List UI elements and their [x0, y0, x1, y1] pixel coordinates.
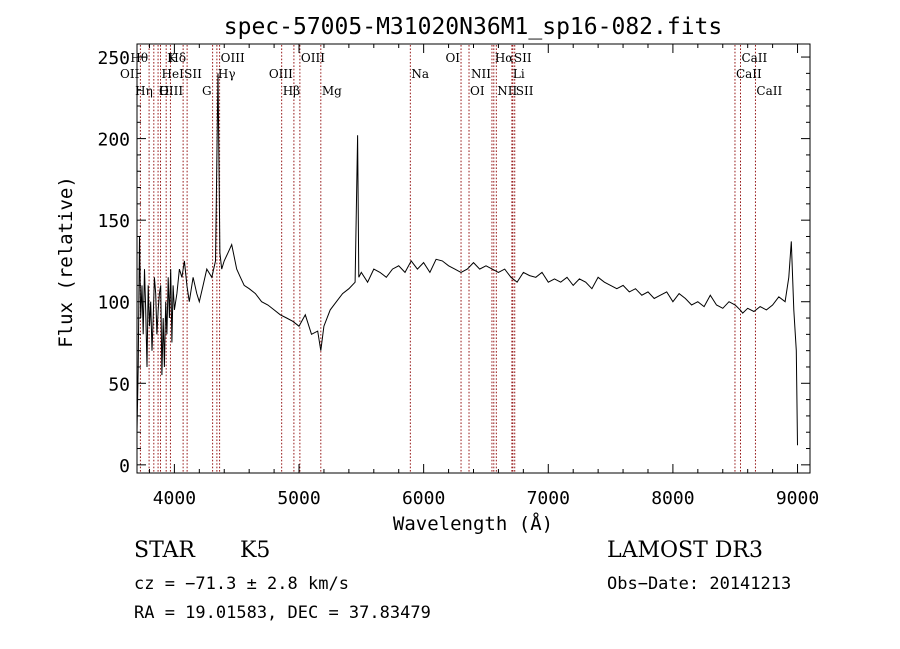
- y-tick-label: 100: [97, 293, 130, 314]
- chart-title: spec-57005-M31020N36M1_sp16-082.fits: [224, 14, 723, 40]
- x-tick-label: 9000: [776, 488, 819, 509]
- y-tick-label: 50: [108, 374, 130, 395]
- axis-tick-label-group: 4000 5000 6000 7000 8000 9000 0 50 100 150 200 250: [97, 48, 819, 509]
- line-marker-label: NII: [497, 84, 517, 98]
- line-marker-label: SII: [514, 51, 532, 65]
- y-tick-label: 250: [97, 48, 130, 69]
- x-tick-label: 7000: [527, 488, 570, 509]
- line-marker-group: [139, 45, 756, 472]
- x-tick-label: 5000: [277, 488, 320, 509]
- y-tick-label: 0: [119, 456, 130, 477]
- line-marker-label: OI: [445, 51, 460, 65]
- axis-tick-group: [137, 44, 810, 473]
- object-subclass: K5: [240, 538, 271, 563]
- redshift-readout: cz = −71.3 ± 2.8 km/s: [134, 574, 349, 594]
- line-marker-label: H: [159, 84, 169, 98]
- survey-name: LAMOST DR3: [607, 538, 763, 563]
- line-marker-label: Mg: [322, 84, 342, 98]
- line-marker-label: OI: [470, 84, 485, 98]
- object-class: STAR: [134, 538, 195, 563]
- line-marker-label: SII: [516, 84, 534, 98]
- line-marker-label: HeI: [162, 67, 185, 81]
- line-marker-label: CaII: [756, 84, 782, 98]
- coordinates-readout: RA = 19.01583, DEC = 37.83479: [134, 603, 431, 623]
- line-marker-label: OII: [120, 67, 140, 81]
- line-marker-label: Hη: [135, 84, 153, 98]
- line-marker-label: OIII: [221, 51, 245, 65]
- line-marker-label: NII: [471, 67, 491, 81]
- y-tick-label: 200: [97, 130, 130, 151]
- x-tick-label: 8000: [651, 488, 694, 509]
- spectrum-line: [136, 73, 798, 446]
- line-marker-label: SII: [184, 67, 202, 81]
- line-marker-label: Na: [411, 67, 429, 81]
- line-marker-label: Hδ: [168, 51, 186, 65]
- line-marker-label: CaII: [736, 67, 762, 81]
- line-marker-label: Hθ: [130, 51, 148, 65]
- y-axis-label: Flux (relative): [55, 176, 77, 348]
- obs-date: Obs−Date: 20141213: [607, 574, 792, 594]
- line-marker-label: CaII: [741, 51, 767, 65]
- plot-frame: [136, 43, 811, 474]
- y-tick-label: 150: [97, 211, 130, 232]
- line-marker-label: OIII: [159, 84, 183, 98]
- x-tick-label: 4000: [153, 488, 196, 509]
- line-marker-label: G: [202, 84, 212, 98]
- line-marker-label: OIII: [269, 67, 293, 81]
- line-marker-label: K: [167, 51, 177, 65]
- line-marker-label: Hα: [495, 51, 514, 65]
- line-marker-label: OIII: [301, 51, 325, 65]
- line-marker-label: Li: [513, 67, 525, 81]
- x-axis-label: Wavelength (Å): [393, 512, 553, 535]
- line-marker-label-group: Hθ OII OIII K HeI Hη H SII Hδ OIII Hγ G Hβ OIII OIII Mg…: [120, 51, 782, 98]
- line-marker-label: Hβ: [283, 84, 300, 98]
- line-marker-label: Hγ: [218, 67, 236, 81]
- x-tick-label: 6000: [402, 488, 445, 509]
